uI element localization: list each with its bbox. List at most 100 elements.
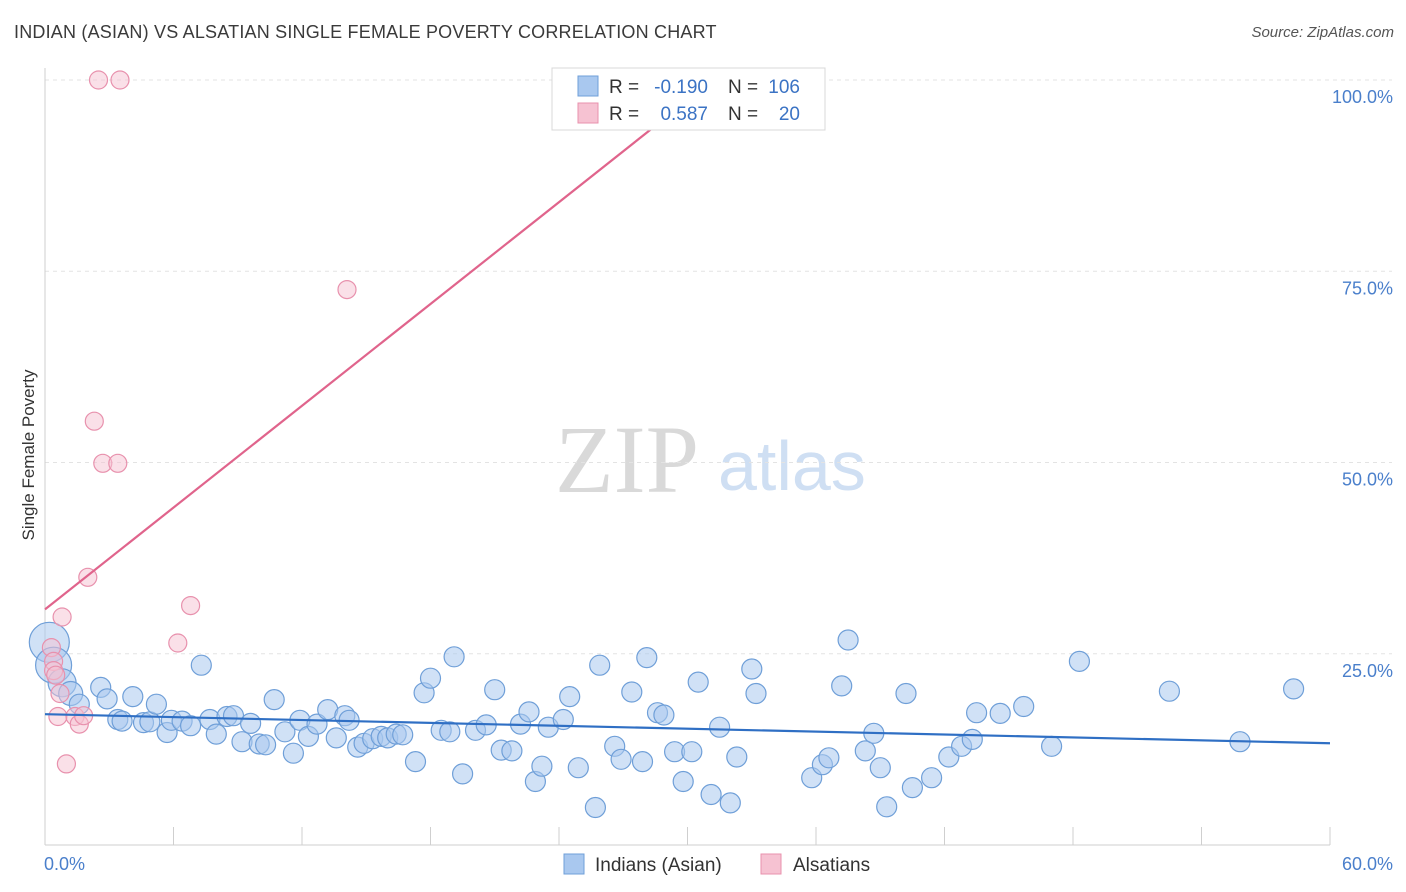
- indians-point-12: [145, 693, 167, 715]
- indians-point-67: [621, 681, 643, 703]
- alsatians-point-18: [181, 595, 201, 616]
- indians-point-42: [392, 724, 414, 746]
- indians-point-89: [869, 757, 891, 779]
- indians-point-101: [1068, 650, 1091, 673]
- indians-point-97: [965, 702, 988, 724]
- indians-point-62: [567, 757, 589, 779]
- y-tick-label-2: 50.0%: [1342, 470, 1393, 490]
- legend-swatch-blue: [577, 75, 599, 97]
- indians-point-90: [876, 796, 898, 818]
- legend-n-label-pink: N =: [728, 104, 758, 125]
- alsatians-point-13: [88, 70, 109, 90]
- y-tick-label-0: 100.0%: [1332, 87, 1393, 107]
- indians-point-79: [726, 746, 748, 768]
- legend-n-label-blue: N =: [728, 77, 758, 98]
- indians-point-93: [920, 767, 943, 789]
- indians-point-98: [989, 702, 1011, 725]
- alsatians-point-7: [56, 754, 77, 774]
- indians-point-9: [122, 685, 144, 708]
- indians-point-25: [255, 734, 277, 756]
- chart-source: Source: ZipAtlas.com: [1251, 24, 1394, 41]
- x-tick-label-max: 60.0%: [1342, 854, 1393, 874]
- indians-point-27: [274, 721, 296, 743]
- legend-n-value-blue: 106: [768, 77, 800, 98]
- x-tick-label-min: 0.0%: [44, 854, 85, 874]
- indians-point-78: [719, 792, 741, 814]
- indians-point-99: [1013, 695, 1035, 718]
- y-tick-label-3: 25.0%: [1342, 661, 1393, 681]
- indians-point-66: [610, 748, 632, 770]
- indians-point-61: [559, 685, 581, 708]
- series-legend-label-alsatians: Alsatians: [793, 855, 870, 876]
- indians-point-71: [653, 704, 675, 726]
- series-legend-label-indians: Indians (Asian): [595, 855, 722, 876]
- indians-point-84: [818, 747, 840, 769]
- series-legend-swatch-indians: [563, 853, 585, 875]
- alsatians-point-17: [168, 633, 188, 653]
- indians-point-16: [180, 715, 202, 737]
- indians-point-86: [837, 629, 859, 651]
- correlation-legend: R = -0.190 N = 106 R = 0.587 N = 20: [551, 67, 826, 131]
- y-tick-labels: 100.0% 75.0% 50.0% 25.0%: [1332, 87, 1393, 681]
- indians-point-52: [484, 679, 506, 701]
- indians-point-64: [589, 654, 611, 676]
- indians-point-77: [708, 716, 731, 738]
- indians-point-81: [745, 682, 767, 705]
- indians-point-100: [1040, 735, 1063, 757]
- indians-point-92: [901, 776, 924, 799]
- alsatians-point-5: [50, 683, 70, 704]
- chart-title: INDIAN (ASIAN) VS ALSATIAN SINGLE FEMALE…: [14, 22, 717, 42]
- indians-point-43: [404, 750, 427, 773]
- indians-point-63: [584, 796, 607, 819]
- y-axis-title: Single Female Poverty: [19, 369, 38, 541]
- indians-point-58: [531, 755, 553, 777]
- indians-point-102: [1158, 680, 1181, 702]
- y-tick-label-1: 75.0%: [1342, 278, 1393, 298]
- indians-point-104: [1282, 678, 1305, 700]
- series-legend: Indians (Asian) Alsatians: [563, 853, 870, 876]
- legend-r-label-blue: R =: [609, 77, 639, 98]
- indians-point-73: [672, 770, 694, 793]
- alsatians-point-6: [52, 607, 72, 627]
- alsatians-point-15: [108, 453, 128, 473]
- indians-point-49: [452, 763, 474, 785]
- alsatians-point-12: [84, 411, 104, 431]
- alsatians-point-4: [48, 706, 68, 727]
- watermark-atlas: atlas: [718, 427, 866, 505]
- indians-point-68: [631, 750, 654, 773]
- alsatians-point-16: [110, 70, 130, 90]
- grid-lines: [45, 79, 1392, 655]
- legend-n-value-pink: 20: [779, 104, 800, 125]
- legend-r-value-blue: -0.190: [654, 77, 708, 98]
- indians-point-74: [681, 741, 703, 763]
- legend-swatch-pink: [577, 102, 599, 124]
- indians-point-56: [518, 701, 540, 723]
- indians-point-28: [282, 742, 304, 764]
- legend-r-value-pink: 0.587: [660, 104, 708, 125]
- series-legend-swatch-alsatians: [760, 853, 782, 875]
- indians-point-11: [139, 711, 161, 733]
- indians-point-19: [205, 723, 227, 745]
- indians-point-26: [263, 688, 285, 711]
- indians-point-91: [895, 682, 917, 705]
- indians-trend-line: [44, 713, 1331, 745]
- alsatians-point-3: [46, 665, 66, 685]
- indians-point-47: [439, 721, 461, 743]
- indians-point-54: [501, 740, 523, 762]
- indians-point-96: [961, 728, 983, 751]
- indians-point-60: [552, 708, 574, 731]
- indians-point-31: [306, 713, 328, 735]
- indians-point-87: [854, 740, 876, 762]
- indians-point-48: [443, 646, 465, 668]
- data-points: [28, 70, 1305, 819]
- indians-point-85: [831, 675, 853, 697]
- legend-r-label-pink: R =: [609, 104, 639, 125]
- indians-point-69: [636, 646, 658, 669]
- alsatians-trend-line: [44, 79, 714, 611]
- watermark-zip: ZIP: [555, 406, 699, 513]
- indians-point-75: [687, 671, 709, 693]
- indians-point-8: [111, 710, 133, 732]
- indians-point-80: [741, 658, 763, 680]
- axes: [44, 68, 1331, 846]
